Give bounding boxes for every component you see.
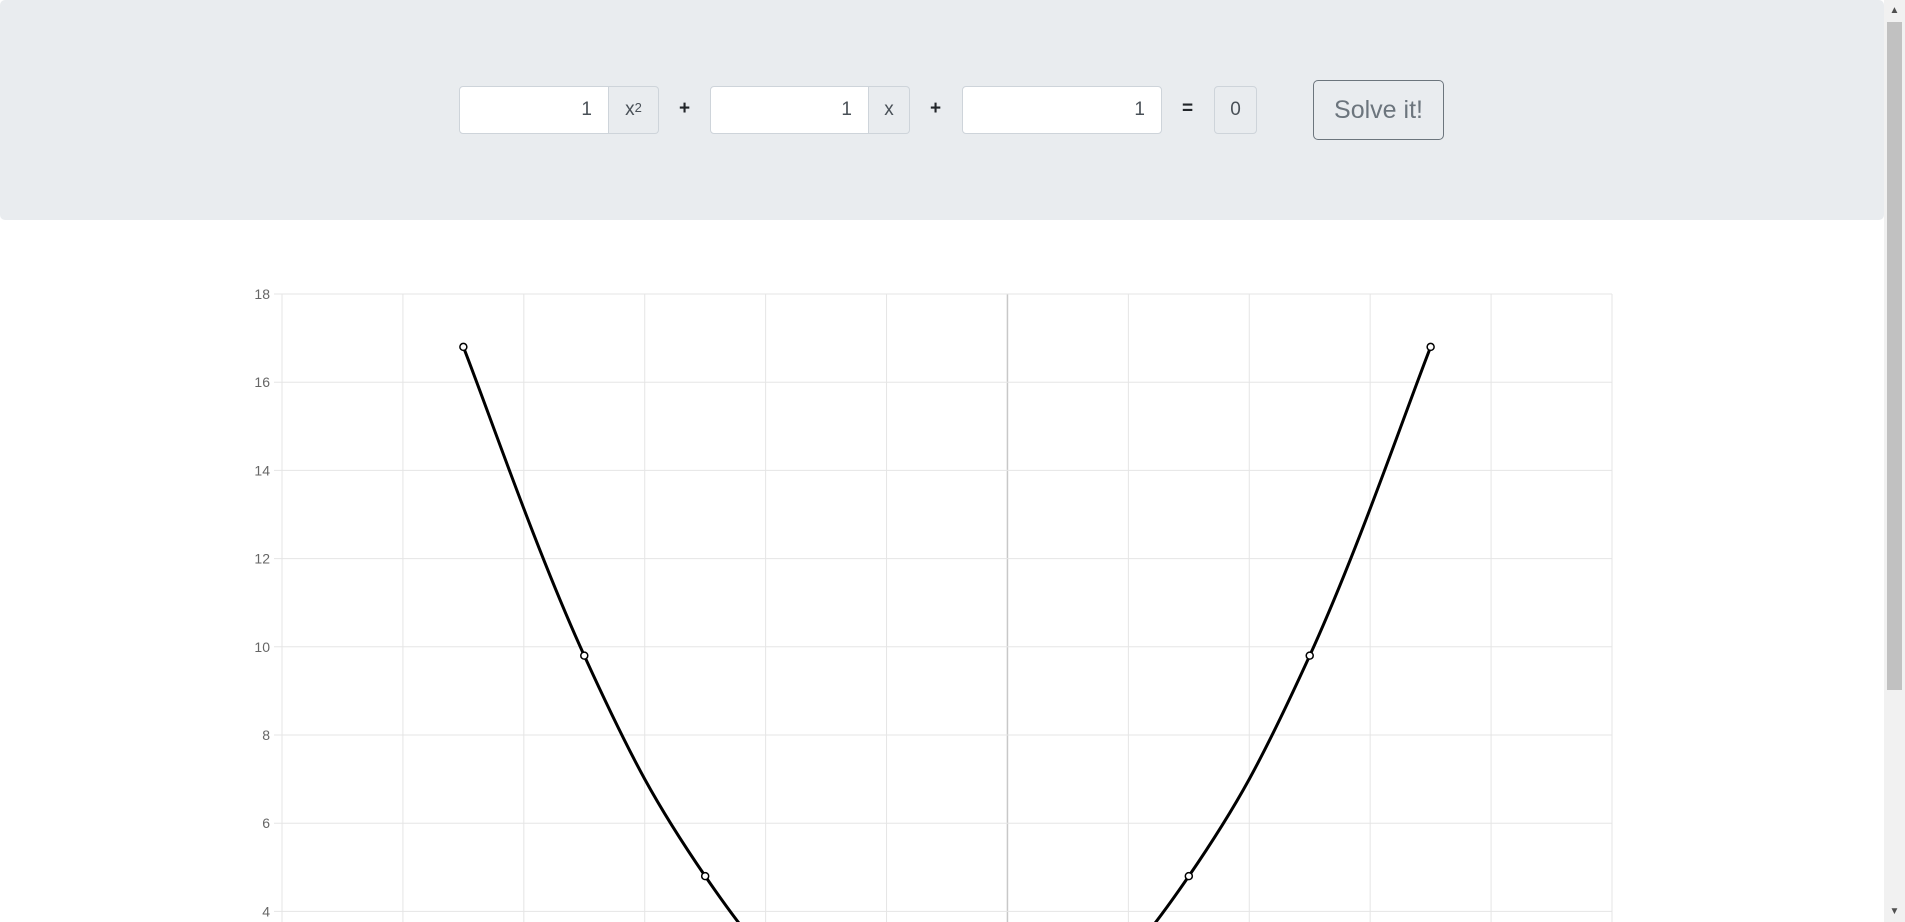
- plus-sign: +: [930, 98, 942, 119]
- solve-button[interactable]: Solve it!: [1313, 80, 1444, 140]
- y-tick-label: 4: [262, 903, 270, 919]
- vertical-scrollbar[interactable]: ▲ ▼: [1884, 0, 1905, 922]
- data-point: [1426, 342, 1435, 352]
- rhs-zero: 0: [1214, 86, 1257, 134]
- equals-sign: =: [1182, 98, 1194, 119]
- coef-b-group: x: [710, 86, 910, 134]
- chart-series: [459, 342, 1435, 922]
- y-tick-label: 14: [254, 462, 270, 478]
- data-point: [580, 651, 589, 660]
- exponent-label: 2: [634, 99, 642, 115]
- chevron-down-icon[interactable]: ▼: [1889, 906, 1900, 917]
- data-point: [1184, 871, 1194, 881]
- data-point: [459, 342, 468, 352]
- data-point: [700, 871, 710, 881]
- y-axis-labels: 18 16 14 12 10 8 6 4: [254, 286, 270, 919]
- coef-a-group: x2: [459, 86, 659, 134]
- x-label: x: [625, 99, 635, 120]
- chart-grid: [274, 293, 1613, 922]
- y-tick-label: 16: [254, 374, 270, 390]
- y-tick-label: 6: [262, 815, 270, 831]
- y-tick-label: 10: [254, 639, 270, 655]
- coef-c-group: [962, 86, 1162, 134]
- equation-panel: x2 + x + = 0 Solve it!: [0, 0, 1884, 220]
- y-tick-label: 8: [262, 727, 270, 743]
- plus-sign: +: [679, 98, 691, 119]
- coef-a-input[interactable]: [459, 86, 609, 134]
- y-tick-label: 12: [254, 551, 270, 567]
- scrollbar-thumb[interactable]: [1887, 22, 1902, 690]
- parabola-chart: 18 16 14 12 10 8 6 4: [254, 286, 1613, 922]
- series-line: [461, 346, 1433, 922]
- x-label: x: [869, 86, 910, 134]
- y-tick-label: 18: [254, 286, 270, 302]
- data-point: [1305, 651, 1314, 660]
- coef-b-input[interactable]: [710, 86, 869, 134]
- chevron-up-icon[interactable]: ▲: [1889, 5, 1900, 16]
- coef-c-input[interactable]: [962, 86, 1162, 134]
